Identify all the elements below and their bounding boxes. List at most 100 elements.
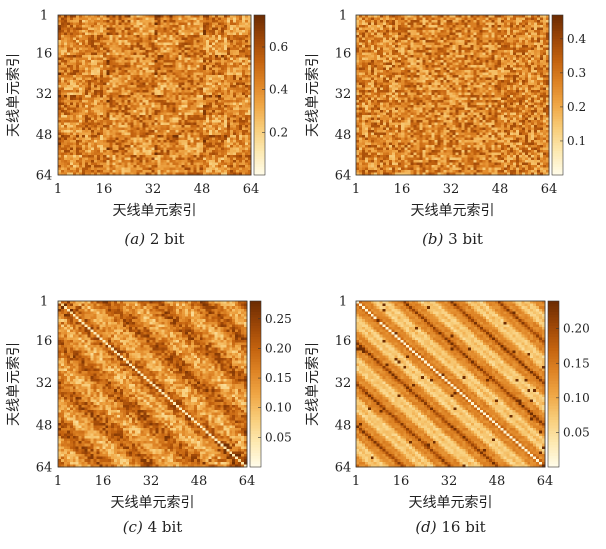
heatmap-cell (133, 160, 137, 163)
heatmap-cell (130, 125, 134, 128)
heatmap-cell (241, 32, 246, 36)
heatmap-cell (91, 50, 95, 53)
heatmap-cell (70, 32, 74, 36)
heatmap-cell (109, 160, 113, 163)
heatmap-cell (145, 172, 149, 176)
heatmap-cell (79, 107, 83, 111)
heatmap-cell (88, 72, 92, 76)
heatmap-cell (184, 27, 189, 31)
heatmap-cell (181, 22, 186, 26)
heatmap-cell (235, 57, 240, 61)
heatmap-cell (223, 82, 228, 86)
heatmap-cell (446, 35, 450, 38)
heatmap-cell (151, 37, 155, 41)
heatmap-cell (109, 60, 113, 63)
heatmap-cell (226, 142, 231, 146)
heatmap-cell (115, 82, 119, 86)
heatmap-cell (172, 55, 176, 58)
heatmap-cell (223, 92, 228, 96)
heatmap-cell (247, 162, 252, 166)
heatmap-cell (371, 30, 375, 33)
heatmap-cell (169, 135, 173, 138)
heatmap-cell (112, 40, 116, 43)
heatmap-cell (196, 92, 201, 96)
heatmap-cell (196, 130, 201, 133)
heatmap-cell (229, 167, 234, 171)
heatmap-cell (202, 132, 207, 136)
heatmap-cell (199, 117, 204, 121)
heatmap-cell (196, 95, 201, 98)
heatmap-cell (377, 32, 381, 36)
heatmap-cell (139, 85, 143, 88)
heatmap-cell (133, 52, 137, 56)
heatmap-cell (383, 37, 387, 41)
heatmap-cell (226, 127, 231, 131)
heatmap-cell (226, 57, 231, 61)
heatmap-cell (208, 47, 213, 51)
heatmap-cell (106, 150, 110, 153)
heatmap-cell (112, 77, 116, 81)
heatmap-cell (202, 75, 207, 78)
heatmap-cell (187, 15, 192, 18)
heatmap-cell (401, 27, 405, 31)
heatmap-cell (109, 112, 113, 116)
heatmap-cell (199, 37, 204, 41)
heatmap-cell (434, 25, 438, 28)
heatmap-cell (76, 62, 80, 66)
heatmap-cell (241, 172, 246, 176)
heatmap-cell (154, 142, 158, 146)
heatmap-cell (404, 20, 408, 23)
heatmap-cell (145, 55, 149, 58)
heatmap-cell (428, 27, 432, 31)
heatmap-cell (79, 52, 83, 56)
heatmap-cell (217, 72, 222, 76)
heatmap-cell (82, 62, 86, 66)
heatmap-cell (61, 145, 65, 148)
heatmap-cell (130, 132, 134, 136)
heatmap-cell (109, 27, 113, 31)
heatmap-cell (223, 140, 228, 143)
heatmap-cell (172, 87, 176, 91)
heatmap-cell (244, 67, 249, 71)
heatmap-cell (229, 95, 234, 98)
heatmap-cell (139, 77, 143, 81)
heatmap-cell (61, 137, 65, 141)
heatmap-cell (241, 27, 246, 31)
heatmap-cell (85, 117, 89, 121)
heatmap-cell (190, 120, 195, 123)
heatmap-cell (124, 37, 128, 41)
heatmap-cell (85, 25, 89, 28)
heatmap-cell (130, 145, 134, 148)
heatmap-cell (82, 142, 86, 146)
heatmap-cell (73, 135, 77, 138)
heatmap-cell (67, 20, 71, 23)
heatmap-cell (70, 30, 74, 33)
heatmap-cell (235, 107, 240, 111)
heatmap-cell (160, 102, 164, 106)
heatmap-cell (542, 20, 547, 23)
heatmap-cell (58, 142, 62, 146)
heatmap-cell (172, 95, 176, 98)
heatmap-cell (160, 160, 164, 163)
heatmap-cell (521, 35, 526, 38)
heatmap-cell (100, 107, 104, 111)
heatmap-cell (103, 152, 107, 156)
heatmap-cell (398, 22, 402, 26)
heatmap-cell (365, 32, 369, 36)
heatmap-cell (187, 122, 192, 126)
heatmap-cell (112, 95, 116, 98)
y-tick-label: 32 (36, 87, 53, 102)
heatmap-cell (127, 40, 131, 43)
heatmap-cell (199, 125, 204, 128)
heatmap-cell (178, 15, 182, 18)
heatmap-cell (169, 120, 173, 123)
heatmap-cell (193, 20, 198, 23)
heatmap-cell (136, 90, 140, 93)
heatmap-cell (115, 20, 119, 23)
heatmap-cell (154, 62, 158, 66)
heatmap-cell (166, 117, 170, 121)
heatmap-cell (196, 160, 201, 163)
heatmap-cell (160, 15, 164, 18)
heatmap-cell (232, 130, 237, 133)
heatmap-cell (229, 142, 234, 146)
